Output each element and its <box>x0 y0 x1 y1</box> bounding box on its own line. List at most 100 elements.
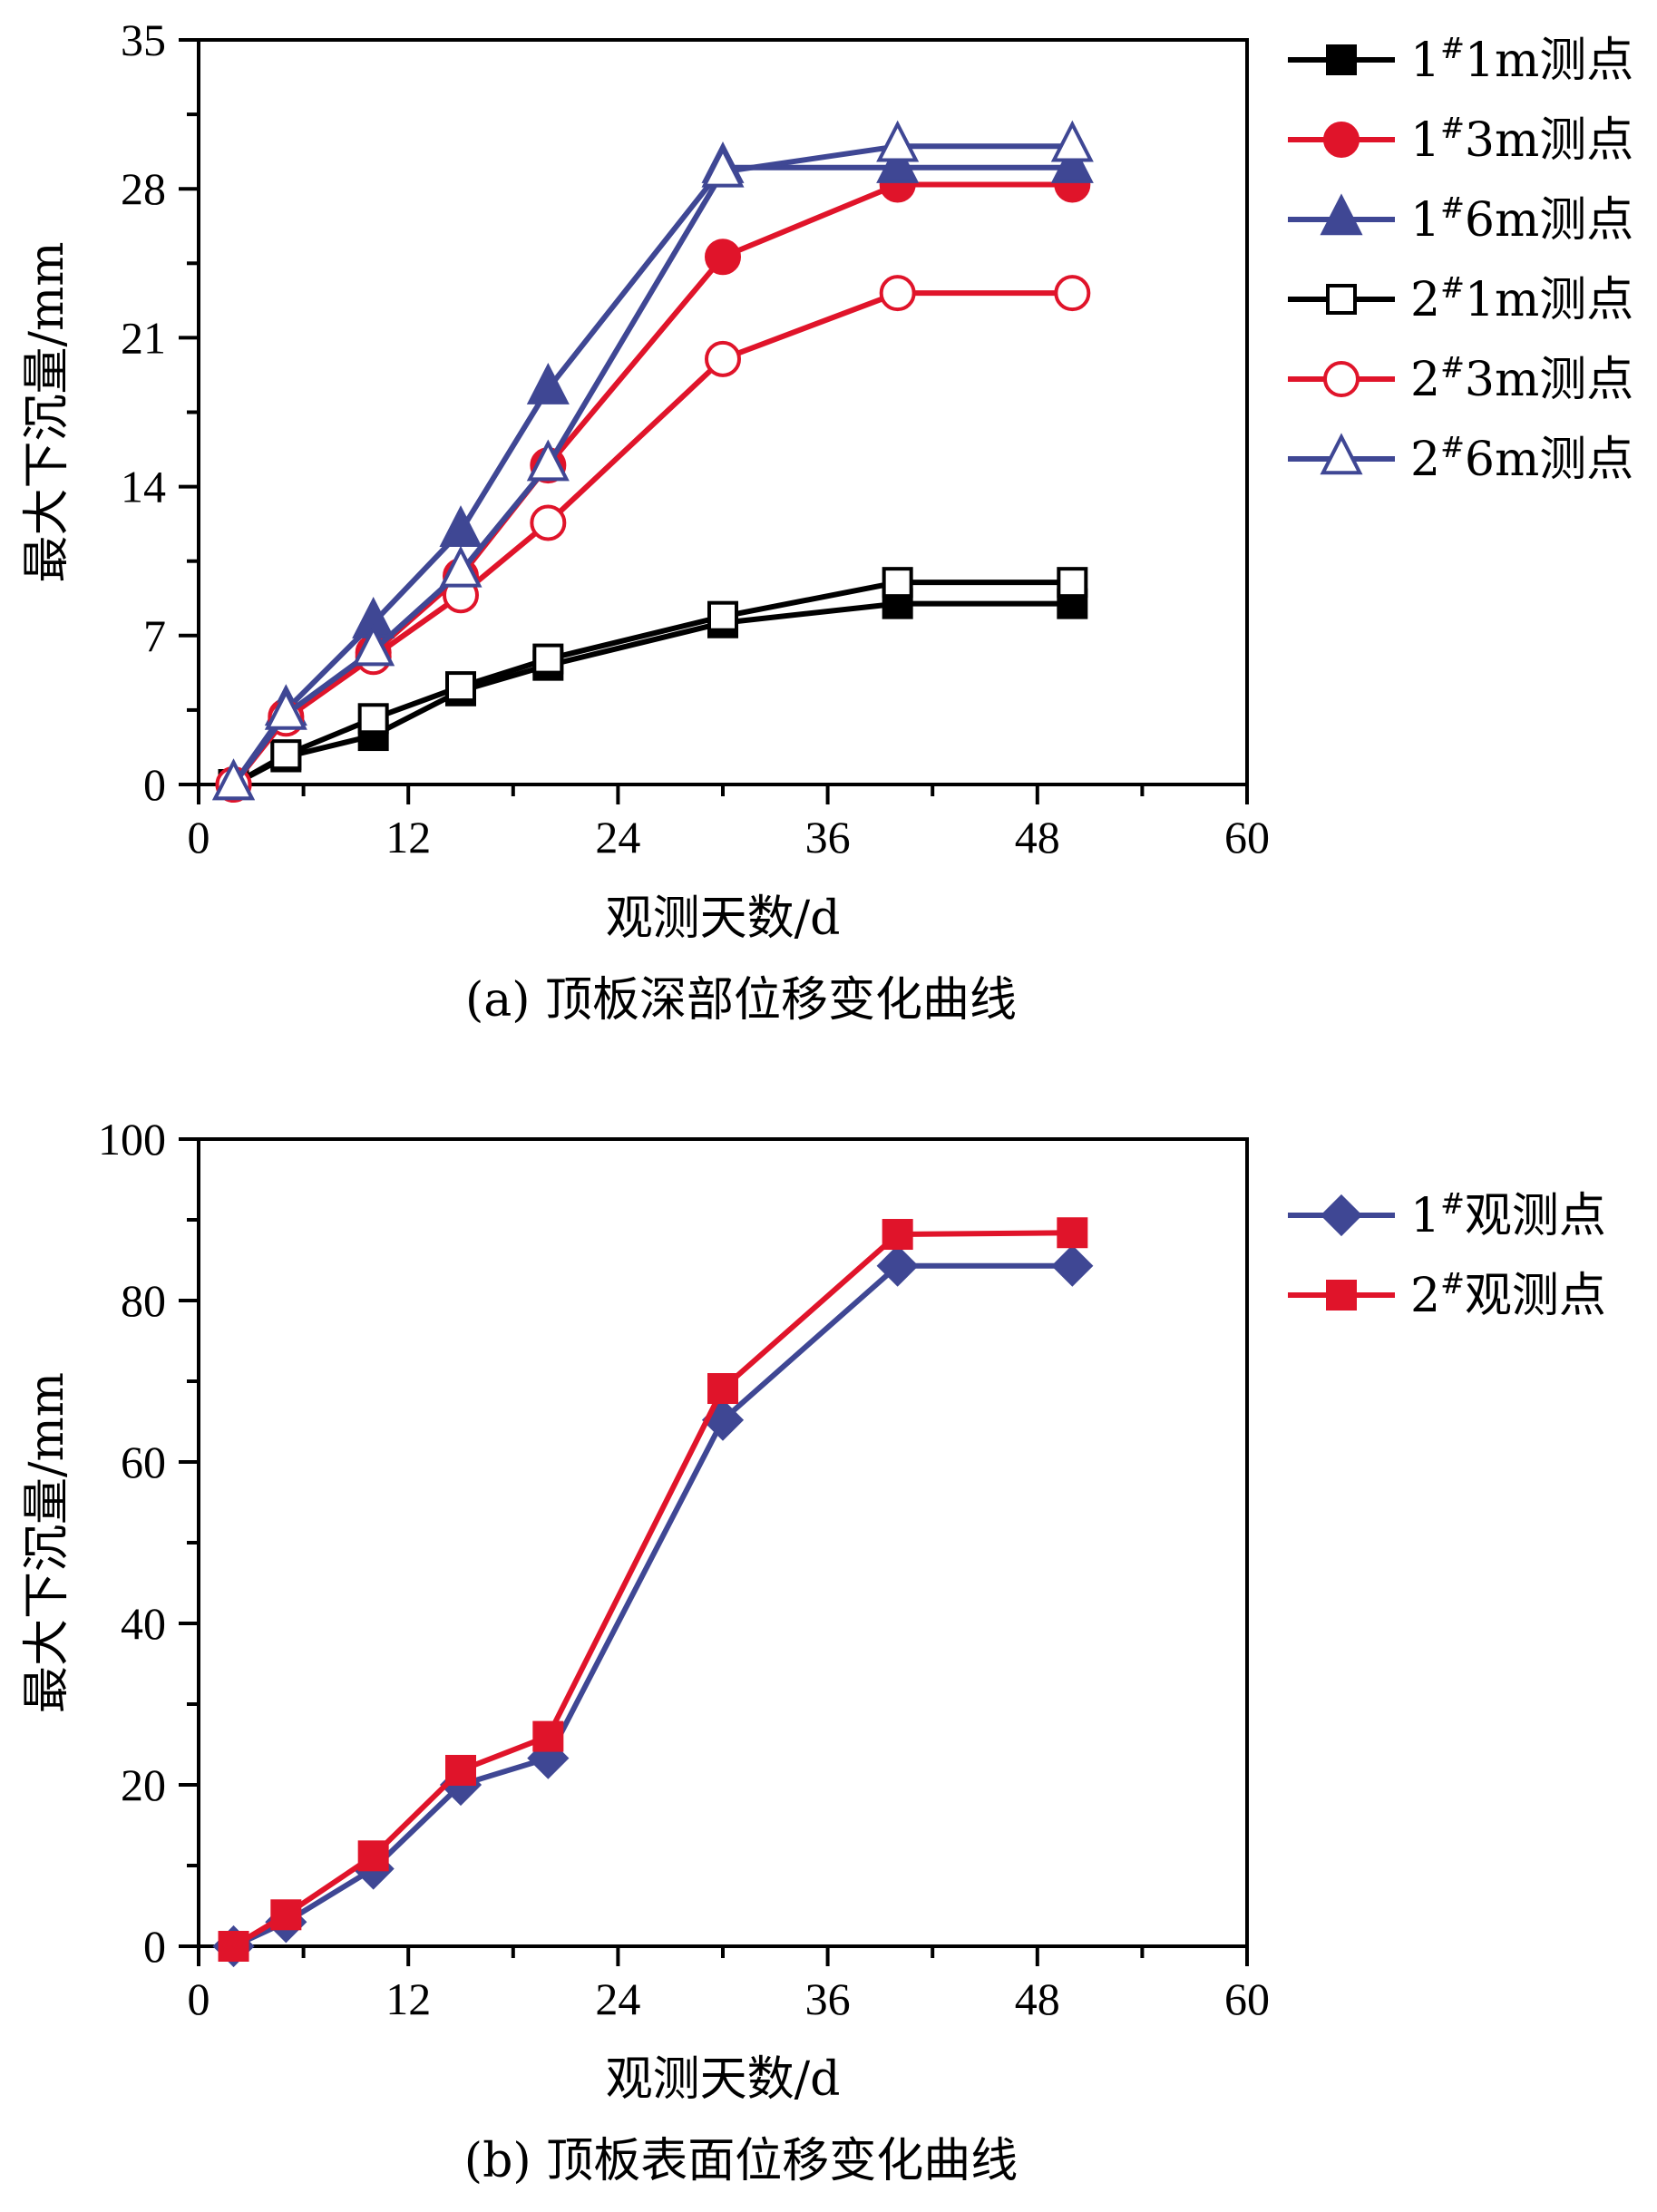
data-point <box>218 1931 249 1962</box>
legend-item: 1#1m测点 <box>1288 31 1633 88</box>
legend: 1#观测点 2#观测点 <box>1288 1186 1606 1323</box>
legend-marker <box>1323 361 1360 397</box>
x-tick-label: 0 <box>188 812 210 862</box>
legend: 1#1m测点 1#3m测点 1#6m测点 2#1m测点 2#3m测点 2#6m测点 <box>1288 31 1633 487</box>
data-point <box>1051 1244 1094 1287</box>
series-line <box>232 580 1073 787</box>
legend-item: 2#观测点 <box>1288 1266 1606 1323</box>
legend-label: 2#1m测点 <box>1410 270 1633 327</box>
legend-label: 1#1m测点 <box>1410 31 1633 88</box>
x-axis-title: 观测天数/d <box>606 2052 841 2107</box>
x-tick-label: 12 <box>385 1973 431 2024</box>
legend-label: 1#观测点 <box>1410 1186 1606 1243</box>
data-point <box>882 567 913 599</box>
data-point <box>526 363 570 404</box>
legend-label: 2#6m测点 <box>1410 430 1633 487</box>
series-1#1m测点 <box>218 588 1088 800</box>
y-tick-label: 0 <box>143 1921 166 1972</box>
data-point <box>357 703 389 735</box>
chart-panel-b: 0 12 24 36 48 60 0 20 40 60 80 100 观测天数/d 最大下沉量/mm (b)… <box>20 1114 1606 2188</box>
series-2#1m测点 <box>218 567 1088 800</box>
data-point <box>357 1840 389 1872</box>
y-tick-label: 14 <box>121 462 166 512</box>
legend-label: 2#3m测点 <box>1410 350 1633 407</box>
data-point <box>270 739 302 771</box>
legend-marker <box>1320 433 1363 475</box>
data-point <box>876 120 920 162</box>
series-1#3m测点 <box>215 166 1091 803</box>
legend-item: 2#6m测点 <box>1288 430 1633 487</box>
data-point <box>876 1244 919 1287</box>
x-tick-label: 24 <box>595 812 640 862</box>
data-point <box>707 1373 738 1405</box>
data-point <box>526 439 570 482</box>
y-tick-label: 35 <box>121 15 166 65</box>
legend-item: 1#6m测点 <box>1288 190 1633 248</box>
x-tick-label: 36 <box>805 1973 851 2024</box>
y-tick-label: 20 <box>121 1759 166 1810</box>
data-point <box>705 239 741 276</box>
data-point <box>876 141 920 183</box>
y-tick-label: 60 <box>121 1437 166 1487</box>
y-tick-label: 100 <box>98 1114 166 1164</box>
x-tick-label: 0 <box>188 1973 210 2024</box>
data-point <box>445 671 476 703</box>
data-point <box>1050 120 1094 162</box>
series-1#6m测点 <box>212 141 1094 801</box>
series-line <box>231 1230 1073 1949</box>
series-line <box>231 164 1073 786</box>
data-point <box>705 340 741 377</box>
legend-marker <box>1326 284 1357 315</box>
legend-label: 2#观测点 <box>1410 1266 1606 1323</box>
data-point <box>439 505 482 548</box>
data-point <box>439 545 482 588</box>
series-line <box>231 143 1073 786</box>
data-point <box>445 1754 476 1786</box>
chart-caption: (b) 顶板表面位移变化曲线 <box>464 2134 1018 2188</box>
y-tick-label: 28 <box>121 163 166 214</box>
legend-label: 1#6m测点 <box>1410 190 1633 248</box>
data-point <box>352 624 395 667</box>
y-tick-label: 80 <box>121 1275 166 1326</box>
legend-item: 1#3m测点 <box>1288 111 1633 168</box>
legend-marker <box>1320 193 1363 236</box>
y-tick-label: 0 <box>143 759 166 810</box>
y-tick-label: 7 <box>143 610 166 661</box>
data-point <box>1050 141 1094 183</box>
legend-marker <box>1326 44 1357 75</box>
data-point <box>882 1219 913 1251</box>
plot-frame <box>197 1137 1249 1948</box>
data-point <box>1057 567 1088 599</box>
legend-item: 2#3m测点 <box>1288 350 1633 407</box>
data-point <box>879 275 916 312</box>
x-tick-label: 60 <box>1224 812 1270 862</box>
chart-panel-a: 0 12 24 36 48 60 0 7 14 21 28 35 观测天数/d 最大下沉量/mm (a) 顶… <box>20 15 1633 1028</box>
data-point <box>270 1899 302 1931</box>
legend-marker <box>1320 1194 1363 1237</box>
data-point <box>1057 1217 1088 1249</box>
legend-item: 2#1m测点 <box>1288 270 1633 327</box>
data-point <box>212 758 256 801</box>
x-tick-label: 48 <box>1015 1973 1060 2024</box>
legend-label: 1#3m测点 <box>1410 111 1633 168</box>
x-tick-label: 12 <box>385 812 431 862</box>
legend-marker <box>1326 1280 1357 1311</box>
y-axis-title: 最大下沉量/mm <box>20 241 74 582</box>
y-tick-label: 21 <box>121 312 166 363</box>
data-point <box>264 687 307 730</box>
y-tick-label: 40 <box>121 1598 166 1649</box>
data-point <box>532 643 564 675</box>
y-axis-title: 最大下沉量/mm <box>20 1372 74 1713</box>
x-tick-label: 24 <box>595 1973 640 2024</box>
x-tick-label: 60 <box>1224 1973 1270 2024</box>
data-point <box>701 145 745 188</box>
series-1#观测点 <box>212 1244 1094 1968</box>
data-point <box>532 1720 564 1752</box>
series-2#6m测点 <box>212 120 1094 801</box>
chart-caption: (a) 顶板深部位移变化曲线 <box>465 973 1017 1028</box>
x-tick-label: 48 <box>1015 812 1060 862</box>
x-axis-title: 观测天数/d <box>606 892 841 946</box>
data-point <box>1054 275 1091 312</box>
series-2#3m测点 <box>215 275 1091 803</box>
